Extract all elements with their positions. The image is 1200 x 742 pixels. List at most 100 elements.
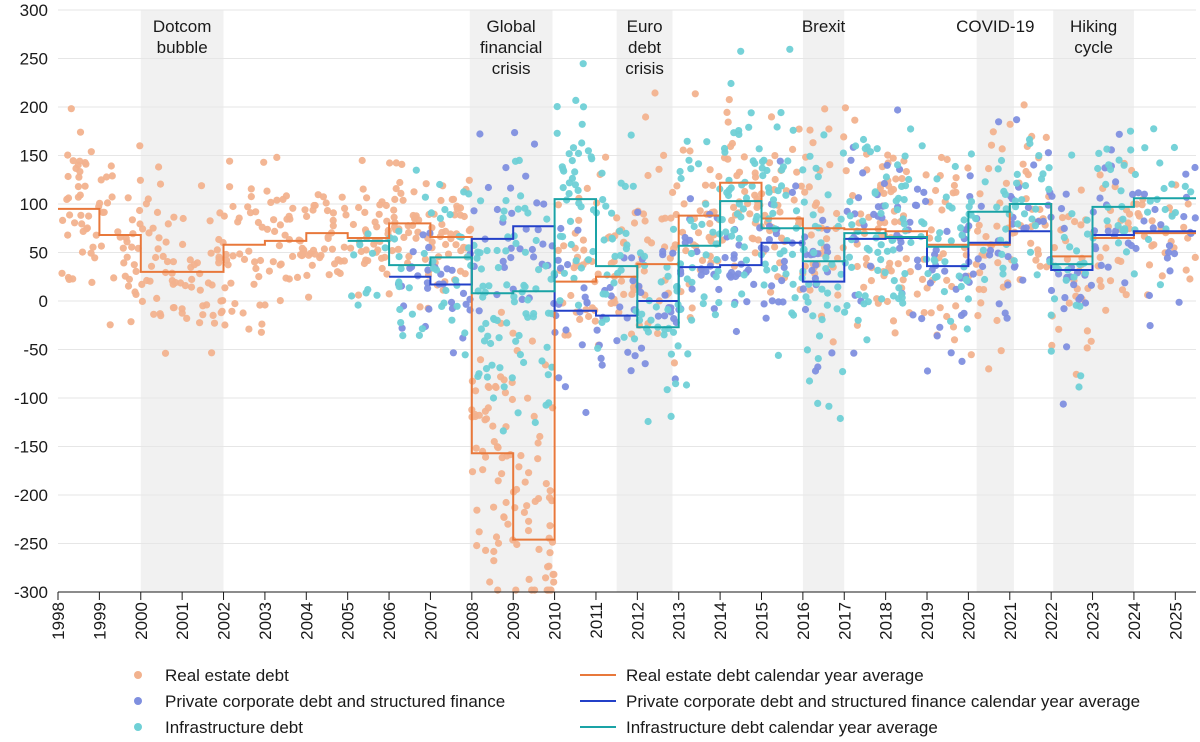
scatter-point-infrastructure-1385 <box>493 246 501 255</box>
scatter-point-infrastructure-1360 <box>475 370 483 378</box>
scatter-point-real_estate-108 <box>169 258 177 266</box>
scatter-point-real_estate-909 <box>1097 282 1105 290</box>
scatter-point-infrastructure-1683 <box>820 131 828 139</box>
scatter-point-real_estate-748 <box>922 171 930 179</box>
scatter-point-private_corporate-1041 <box>627 367 635 375</box>
scatter-point-private_corporate-1284 <box>1151 205 1159 214</box>
scatter-point-real_estate-191 <box>289 204 297 212</box>
scatter-point-private_corporate-1129 <box>808 266 816 275</box>
period-label-0: Dotcom bubble <box>153 17 212 57</box>
scatter-point-infrastructure-1846 <box>1062 276 1070 284</box>
scatter-point-private_corporate-986 <box>500 263 508 271</box>
scatter-point-real_estate-103 <box>155 234 163 242</box>
scatter-point-real_estate-677 <box>826 161 834 169</box>
scatter-point-infrastructure-1473 <box>556 232 565 240</box>
scatter-point-real_estate-3 <box>64 151 72 159</box>
scatter-point-private_corporate-1017 <box>555 374 563 382</box>
scatter-point-real_estate-644 <box>790 196 798 204</box>
scatter-point-infrastructure-1693 <box>846 212 854 220</box>
scatter-point-private_corporate-1286 <box>1165 242 1174 250</box>
scatter-point-infrastructure-1641 <box>780 247 788 255</box>
scatter-point-infrastructure-1418 <box>545 399 553 407</box>
scatter-point-infrastructure-1440 <box>556 297 564 305</box>
scatter-point-infrastructure-1633 <box>789 126 797 134</box>
scatter-point-infrastructure-1507 <box>602 315 611 323</box>
scatter-point-private_corporate-1243 <box>1087 281 1095 289</box>
scatter-point-real_estate-190 <box>270 216 278 224</box>
scatter-point-infrastructure-1888 <box>1171 209 1179 217</box>
x-tick-label: 2003 <box>256 602 275 640</box>
scatter-point-real_estate-756 <box>884 151 892 159</box>
scatter-point-real_estate-110 <box>164 220 172 228</box>
scatter-point-private_corporate-1112 <box>762 314 770 322</box>
scatter-point-infrastructure-1691 <box>877 256 885 264</box>
scatter-point-infrastructure-1767 <box>964 295 973 303</box>
scatter-point-infrastructure-1471 <box>578 139 586 147</box>
scatter-point-private_corporate-1137 <box>801 305 810 314</box>
scatter-point-private_corporate-1296 <box>1166 267 1174 275</box>
scatter-point-real_estate-466 <box>545 586 553 594</box>
scatter-point-infrastructure-1586 <box>720 144 729 153</box>
scatter-point-real_estate-52 <box>127 318 135 326</box>
scatter-point-infrastructure-1640 <box>758 164 766 172</box>
scatter-point-infrastructure-1475 <box>569 144 578 152</box>
scatter-point-real_estate-755 <box>918 275 927 283</box>
scatter-point-real_estate-805 <box>993 316 1001 325</box>
scatter-point-real_estate-238 <box>328 245 336 253</box>
period-label-4: COVID-19 <box>956 17 1034 36</box>
scatter-point-infrastructure-1416 <box>547 275 555 283</box>
legend-label-private_corporate_avg: Private corporate debt and structured fi… <box>626 692 1140 711</box>
scatter-point-real_estate-64 <box>136 142 144 150</box>
scatter-point-real_estate-209 <box>297 251 305 259</box>
scatter-point-real_estate-97 <box>138 297 146 305</box>
scatter-point-real_estate-232 <box>340 243 348 251</box>
scatter-point-infrastructure-1425 <box>522 310 530 318</box>
scatter-point-real_estate-771 <box>943 155 951 164</box>
scatter-point-infrastructure-1535 <box>667 412 675 420</box>
scatter-point-infrastructure-1391 <box>503 281 511 289</box>
scatter-point-infrastructure-1457 <box>574 149 583 157</box>
scatter-point-private_corporate-1025 <box>557 264 565 272</box>
scatter-point-real_estate-559 <box>660 151 668 159</box>
scatter-point-infrastructure-1612 <box>769 209 777 217</box>
scatter-point-real_estate-562 <box>647 239 656 247</box>
scatter-point-real_estate-62 <box>97 242 105 250</box>
scatter-point-infrastructure-1870 <box>1119 215 1127 223</box>
scatter-point-real_estate-72 <box>120 259 128 267</box>
scatter-point-real_estate-692 <box>833 209 841 218</box>
period-label-5: Hiking cycle <box>1070 17 1117 57</box>
scatter-point-real_estate-40 <box>119 244 127 252</box>
scatter-point-real_estate-15 <box>77 211 85 219</box>
scatter-point-real_estate-860 <box>1055 325 1063 333</box>
scatter-point-infrastructure-1649 <box>777 109 785 117</box>
scatter-point-private_corporate-1167 <box>894 106 902 114</box>
scatter-point-private_corporate-1206 <box>1004 281 1012 289</box>
scatter-point-real_estate-21 <box>64 172 72 181</box>
scatter-point-real_estate-480 <box>585 312 593 321</box>
scatter-point-infrastructure-1342 <box>460 188 468 196</box>
scatter-point-real_estate-424 <box>497 373 505 381</box>
scatter-point-private_corporate-1276 <box>1115 130 1123 138</box>
scatter-point-private_corporate-1026 <box>598 361 606 369</box>
scatter-point-real_estate-19 <box>74 183 82 191</box>
avg-line-infrastructure_avg <box>347 197 1196 329</box>
scatter-point-private_corporate-1179 <box>914 263 922 271</box>
scatter-point-real_estate-807 <box>977 299 985 307</box>
scatter-point-infrastructure-1378 <box>477 265 485 273</box>
scatter-point-infrastructure-1564 <box>715 299 723 307</box>
scatter-point-infrastructure-1884 <box>1130 270 1138 278</box>
scatter-point-infrastructure-1306 <box>381 244 389 252</box>
scatter-point-real_estate-136 <box>217 309 225 317</box>
scatter-point-real_estate-752 <box>898 175 906 183</box>
scatter-point-infrastructure-1845 <box>1068 210 1076 218</box>
scatter-point-infrastructure-1697 <box>871 188 879 196</box>
scatter-point-real_estate-461 <box>545 562 553 570</box>
scatter-point-infrastructure-1687 <box>837 215 845 223</box>
scatter-point-infrastructure-1379 <box>500 383 508 391</box>
scatter-point-infrastructure-1315 <box>350 251 358 259</box>
scatter-point-real_estate-316 <box>392 159 400 167</box>
scatter-point-infrastructure-1373 <box>473 254 481 262</box>
scatter-point-infrastructure-1694 <box>845 253 854 261</box>
scatter-point-private_corporate-1291 <box>1175 298 1183 306</box>
scatter-point-real_estate-501 <box>554 201 563 209</box>
